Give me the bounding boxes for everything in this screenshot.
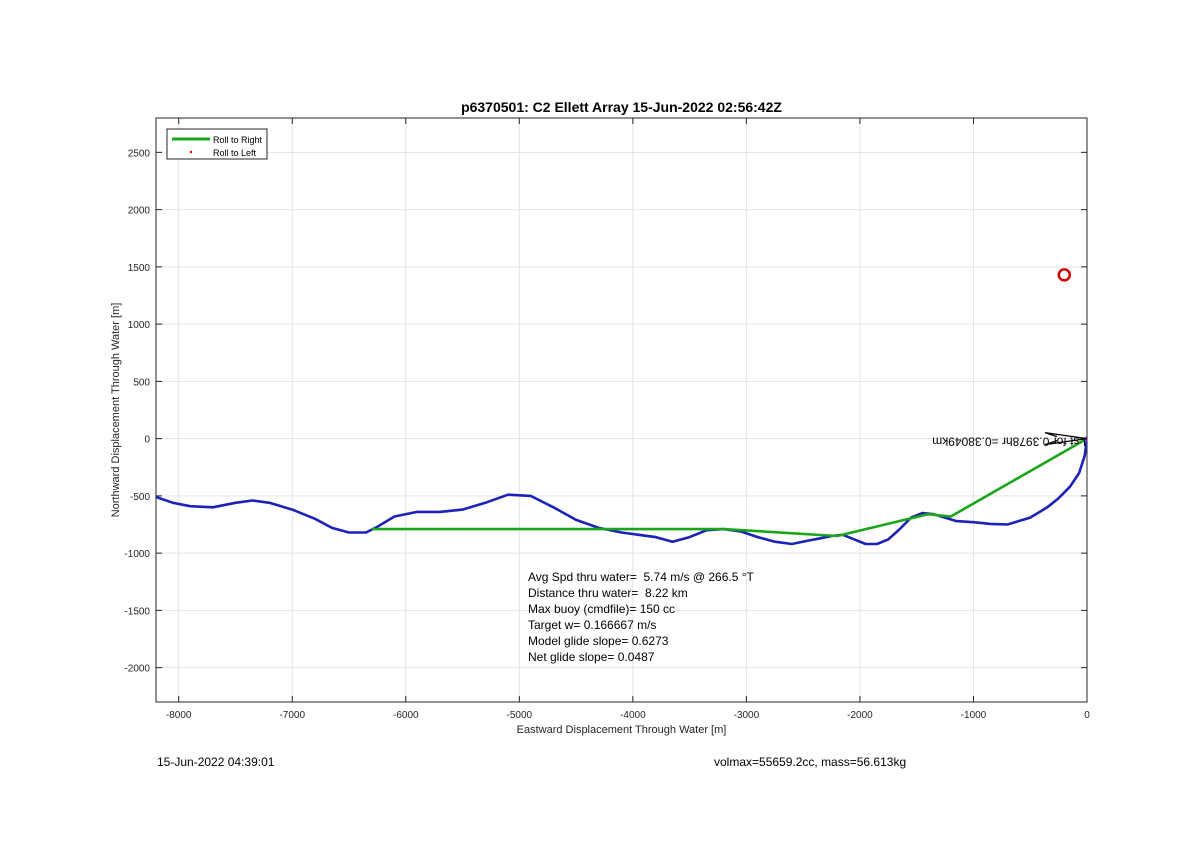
- stats-line: Net glide slope= 0.0487: [528, 650, 655, 664]
- x-tick-label: -3000: [734, 710, 760, 721]
- stats-line: Distance thru water= 8.22 km: [528, 586, 688, 600]
- y-tick-label: 500: [133, 377, 150, 388]
- y-tick-label: 2000: [128, 206, 151, 217]
- chart-title: p6370501: C2 Ellett Array 15-Jun-2022 02…: [461, 99, 782, 115]
- axis-ticks: -8000 -7000 -6000 -5000 -4000 -3000 -2000 -1000…: [124, 118, 1090, 721]
- x-tick-label: 0: [1084, 710, 1090, 721]
- target-circle-marker: [1057, 268, 1072, 282]
- current-arrow: [1044, 432, 1087, 440]
- legend-swatch-roll-left: [189, 150, 193, 154]
- x-tick-label: -1000: [961, 710, 987, 721]
- plot-area: [155, 117, 1088, 703]
- stats-annotation: Lst for 0.3978hr =0.38049km Avg Spd thru …: [528, 435, 1086, 664]
- footer-vol-mass: volmax=55659.2cc, mass=56.613kg: [714, 755, 907, 769]
- grid-lines: [156, 118, 1088, 702]
- footer-timestamp: 15-Jun-2022 04:39:01: [157, 755, 275, 769]
- y-axis-label: Northward Displacement Through Water [m]: [110, 303, 122, 518]
- y-tick-label: 1500: [128, 263, 151, 274]
- y-tick-label: -1500: [124, 606, 150, 617]
- y-tick-label: -2000: [124, 664, 150, 675]
- x-axis-label: Eastward Displacement Through Water [m]: [517, 724, 727, 736]
- stats-line: Avg Spd thru water= 5.74 m/s @ 266.5 °T: [528, 570, 755, 584]
- legend-box: [166, 128, 268, 160]
- legend-label: Roll to Right: [213, 135, 263, 145]
- x-tick-label: -4000: [620, 710, 646, 721]
- series-group: [156, 268, 1087, 546]
- current-arrow: [1044, 438, 1087, 446]
- x-tick-label: -6000: [393, 710, 419, 721]
- stats-line: Max buoy (cmdfile)= 150 cc: [528, 602, 675, 616]
- current-vector-label: Lst for 0.3978hr =0.38049km: [932, 435, 1086, 449]
- current-arrow: [1044, 432, 1058, 438]
- y-tick-label: -500: [130, 492, 150, 503]
- stats-line: Target w= 0.166667 m/s: [528, 618, 656, 632]
- x-tick-label: -5000: [507, 710, 533, 721]
- current-arrow: [1044, 440, 1058, 446]
- y-tick-label: 0: [144, 435, 150, 446]
- y-tick-label: 2500: [128, 148, 151, 159]
- x-tick-label: -2000: [847, 710, 873, 721]
- legend-label: Roll to Left: [213, 148, 257, 158]
- x-tick-label: -7000: [279, 710, 305, 721]
- legend: Roll to Right Roll to Left: [166, 128, 268, 160]
- y-tick-label: 1000: [128, 320, 151, 331]
- roll-to-right-line: [371, 437, 1087, 538]
- y-tick-label: -1000: [124, 549, 150, 560]
- stats-line: Model glide slope= 0.6273: [528, 634, 669, 648]
- x-tick-label: -8000: [166, 710, 192, 721]
